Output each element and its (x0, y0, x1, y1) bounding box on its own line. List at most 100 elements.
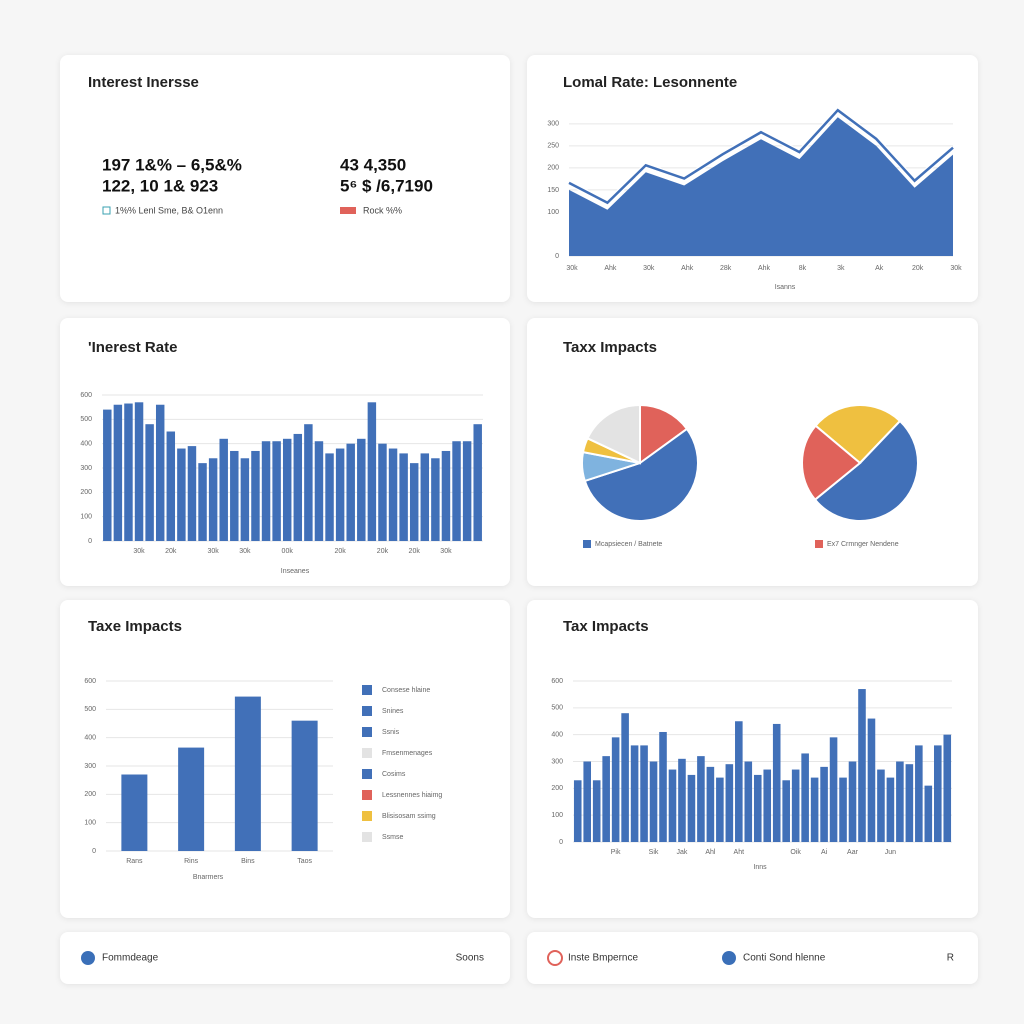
bar (293, 433, 303, 541)
legend-swatch (362, 706, 372, 716)
bar (933, 745, 942, 842)
bar (166, 431, 176, 541)
x-tick-label: Ahk (758, 265, 771, 272)
bar (583, 761, 592, 842)
stat-note: Rock %% (363, 205, 402, 215)
bar (943, 734, 952, 842)
bar (668, 769, 677, 842)
bar (896, 761, 904, 842)
footer-card (527, 932, 978, 984)
legend-label: Lessnennes hiaimg (382, 792, 442, 799)
footer-item[interactable]: Conti Sond hlenne (743, 953, 826, 964)
bar (924, 785, 933, 842)
bar (611, 737, 620, 842)
x-tick-label: Ahl (705, 849, 716, 856)
bar (367, 402, 377, 541)
bar (687, 774, 696, 842)
bar (441, 450, 451, 541)
bar (573, 780, 582, 842)
bar (801, 753, 809, 842)
y-tick-label: 100 (547, 209, 559, 216)
x-tick-label: 20k (377, 548, 389, 555)
bar (820, 766, 828, 842)
bar (829, 737, 838, 842)
legend-label: Consese hlaine (382, 687, 430, 694)
legend-swatch (362, 832, 372, 842)
stat: 5⁶ $ /6,7190 (340, 176, 433, 195)
bar (335, 448, 345, 541)
bar (473, 424, 482, 541)
bar (621, 713, 629, 842)
y-tick-label: 100 (551, 812, 563, 819)
y-tick-label: 200 (547, 165, 559, 172)
x-tick-label: 30k (566, 265, 578, 272)
bar (905, 764, 914, 842)
y-tick-label: 300 (547, 121, 559, 128)
bar (219, 438, 228, 541)
y-tick-label: 200 (80, 489, 92, 496)
footer-card (60, 932, 510, 984)
bar (772, 723, 781, 842)
bar (716, 777, 724, 842)
y-tick-label: 0 (555, 253, 559, 260)
card (60, 55, 510, 302)
bar (261, 441, 271, 541)
legend-label: Blisisosam ssimg (382, 813, 436, 820)
bar (848, 761, 857, 842)
x-tick-label: Rans (126, 858, 143, 865)
bar (251, 450, 260, 541)
x-tick-label: 30k (239, 548, 251, 555)
legend-label: Snines (382, 708, 404, 715)
x-tick-label: 20k (409, 548, 421, 555)
footer-item[interactable]: R (947, 953, 954, 964)
bar (649, 761, 658, 842)
y-tick-label: 100 (84, 820, 96, 827)
bar (420, 453, 430, 541)
x-tick-label: Ak (875, 265, 884, 272)
bar (399, 453, 408, 541)
x-tick-label: Aht (734, 849, 745, 856)
bar (659, 731, 667, 842)
x-tick-label: Sik (649, 849, 659, 856)
legend-swatch (815, 540, 823, 548)
area (569, 117, 953, 256)
y-tick-label: 600 (80, 392, 92, 399)
bar (121, 774, 148, 851)
y-tick-label: 500 (80, 416, 92, 423)
x-axis-label: Bnarmers (193, 874, 224, 881)
legend-label: Ssmse (382, 834, 404, 841)
legend-swatch (362, 790, 372, 800)
footer-item[interactable]: Soons (456, 953, 484, 964)
pie-slice (583, 427, 699, 522)
bar (388, 448, 398, 541)
y-tick-label: 300 (551, 758, 563, 765)
x-tick-label: 28k (720, 265, 732, 272)
bar (678, 758, 686, 842)
bar (272, 441, 281, 541)
bar (145, 424, 154, 541)
bar (124, 403, 133, 541)
stat: 197 1&% – 6,5&% (102, 155, 242, 174)
bar (725, 764, 734, 842)
footer-item[interactable]: Fommdeage (102, 953, 159, 964)
chart-title: 'Inerest Rate (88, 339, 177, 356)
legend-swatch (362, 685, 372, 695)
footer-item[interactable]: Inste Bmpernce (568, 953, 638, 964)
legend-label: Cosims (382, 771, 406, 778)
x-tick-label: Ahk (604, 265, 617, 272)
bar (378, 443, 387, 541)
x-tick-label: 30k (133, 548, 145, 555)
x-tick-label: Ahk (681, 265, 694, 272)
icon (81, 951, 95, 965)
chart-title: Tax Impacts (563, 618, 649, 635)
bar (462, 441, 472, 541)
x-tick-label: 30k (207, 548, 219, 555)
y-tick-label: 100 (80, 514, 92, 521)
x-tick-label: 30k (440, 548, 452, 555)
x-tick-label: 30k (950, 265, 962, 272)
bar (113, 404, 123, 541)
bar (234, 696, 261, 851)
stat: 122, 10 1& 923 (102, 176, 218, 195)
x-tick-label: 3k (837, 265, 845, 272)
